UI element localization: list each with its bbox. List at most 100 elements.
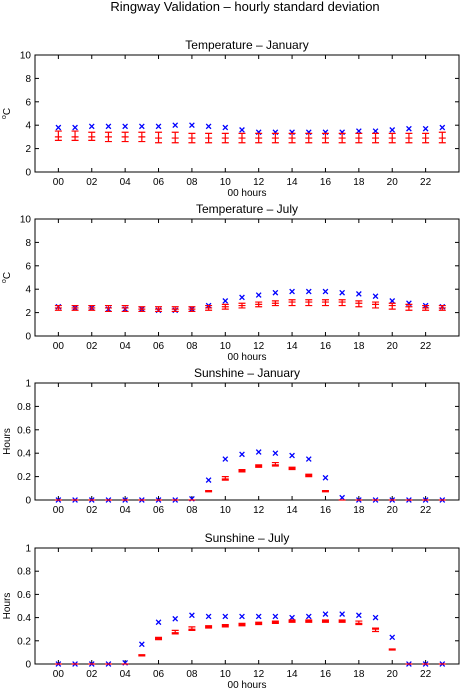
data-point-x: [339, 611, 346, 617]
y-tick-label: 0.6: [17, 590, 31, 601]
y-axis-label: oC: [1, 272, 13, 283]
data-point-x: [339, 289, 346, 296]
data-point-x: [222, 456, 229, 462]
y-tick-label: 0.6: [17, 425, 31, 436]
y-tick-label: 0: [25, 496, 31, 507]
x-tick-label: 20: [387, 669, 399, 680]
x-tick-label: 02: [86, 669, 98, 680]
error-bar: [271, 461, 279, 467]
error-bar: [388, 302, 396, 310]
error-bar: [271, 620, 279, 624]
y-tick-label: 6: [25, 97, 31, 108]
y-tick-label: 2: [25, 144, 31, 155]
error-bar: [255, 132, 263, 144]
x-tick-label: 22: [420, 177, 432, 188]
data-point-x: [239, 613, 245, 620]
panel-title: Temperature – January: [185, 38, 308, 52]
data-point-x: [389, 634, 396, 641]
y-axis-label-degree: o: [1, 279, 8, 283]
data-point-x: [205, 123, 212, 130]
error-bar: [288, 619, 296, 623]
data-point-x: [372, 128, 379, 134]
data-point-x: [439, 124, 446, 131]
error-bar: [54, 304, 62, 311]
error-bar: [205, 304, 213, 311]
x-tick-label: 00: [53, 505, 65, 516]
error-bar: [155, 636, 163, 641]
x-tick-label: 08: [186, 669, 198, 680]
data-point-x: [255, 449, 262, 455]
error-bar: [171, 131, 179, 144]
data-point-x: [155, 123, 162, 130]
error-bar: [338, 132, 346, 144]
data-point-x: [138, 123, 145, 130]
data-point-x: [322, 611, 329, 617]
data-point-x: [322, 288, 329, 295]
error-bar: [155, 131, 163, 144]
data-point-x: [172, 615, 179, 622]
error-bar: [388, 132, 396, 144]
error-bar: [438, 131, 446, 144]
data-point-x: [72, 124, 78, 131]
error-bar: [422, 132, 430, 144]
x-tick-label: 20: [387, 341, 399, 352]
data-point-x: [422, 125, 429, 132]
y-tick-label: 1: [25, 544, 31, 555]
y-tick-label: 2: [25, 308, 31, 319]
error-bar: [171, 306, 179, 313]
error-bar: [205, 625, 213, 629]
error-bar: [104, 131, 112, 143]
y-tick-label: 0.8: [17, 402, 31, 413]
x-tick-label: 14: [287, 341, 299, 352]
x-tick-label: 14: [287, 177, 299, 188]
x-tick-label: 18: [353, 341, 365, 352]
x-tick-label: 00: [53, 177, 65, 188]
data-point-x: [189, 612, 195, 619]
error-bar: [321, 619, 329, 623]
error-bar: [372, 132, 380, 144]
data-point-x: [305, 613, 312, 620]
error-bar: [205, 490, 213, 493]
error-bar: [288, 132, 296, 144]
error-bar: [255, 621, 263, 626]
data-point-x: [322, 474, 329, 481]
error-bar: [71, 304, 79, 311]
x-tick-label: 02: [86, 505, 98, 516]
data-point-x: [55, 124, 62, 131]
error-bar: [138, 654, 146, 657]
x-tick-label: 06: [153, 341, 165, 352]
error-bar: [372, 301, 380, 309]
error-bar: [271, 300, 279, 307]
x-tick-label: 04: [120, 177, 132, 188]
data-point-x: [205, 613, 212, 620]
error-bar: [71, 130, 79, 142]
y-axis-label-unit: C: [2, 108, 13, 115]
x-tick-label: 00: [53, 341, 65, 352]
data-point-x: [355, 128, 362, 134]
error-bar: [422, 304, 430, 311]
data-point-x: [255, 292, 262, 298]
data-point-x: [355, 291, 362, 297]
x-tick-label: 08: [186, 341, 198, 352]
data-point-x: [289, 614, 295, 621]
error-bar: [221, 476, 229, 481]
y-tick-label: 4: [25, 121, 31, 132]
plot-frame: [34, 547, 460, 665]
x-tick-label: 22: [420, 669, 432, 680]
data-point-x: [122, 123, 129, 130]
error-bar: [238, 468, 246, 473]
panel-title: Sunshine – January: [194, 366, 300, 380]
y-tick-label: 4: [25, 285, 31, 296]
error-bar: [405, 303, 413, 311]
x-tick-label: 00: [53, 669, 65, 680]
x-axis-label: 00 hours: [228, 352, 267, 363]
y-tick-label: 0: [25, 332, 31, 343]
y-axis-label-degree: o: [1, 115, 8, 119]
y-tick-label: 0: [25, 660, 31, 671]
data-point-x: [389, 298, 396, 304]
x-tick-label: 18: [353, 669, 365, 680]
error-bar: [138, 131, 146, 143]
x-tick-label: 06: [153, 177, 165, 188]
x-tick-label: 22: [420, 505, 432, 516]
x-tick-label: 12: [253, 177, 265, 188]
